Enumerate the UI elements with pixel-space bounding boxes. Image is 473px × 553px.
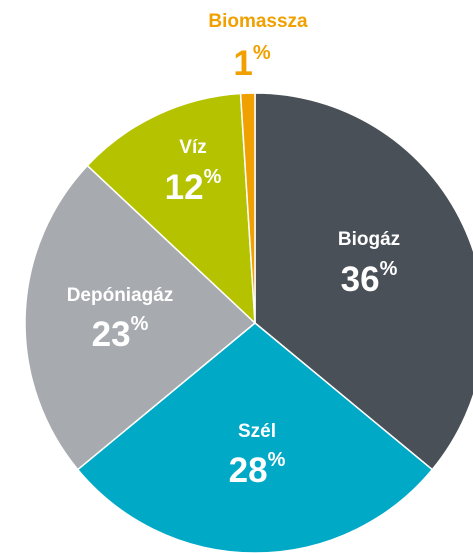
pie-slice — [86, 92, 256, 324]
slice-value: 1% — [233, 42, 270, 83]
slice-label: Biogáz — [338, 229, 400, 250]
slice-value: 36% — [341, 258, 398, 299]
slice-value: 12% — [165, 166, 222, 207]
slice-label: Biomassza — [208, 11, 308, 32]
pie-slice — [254, 92, 473, 471]
slice-label: Depóniagáz — [67, 285, 174, 306]
pie-slice — [24, 164, 256, 471]
slice-value: 28% — [229, 449, 286, 490]
slice-label: Szél — [238, 421, 276, 442]
pie-slice — [239, 92, 256, 324]
slice-value: 23% — [92, 313, 149, 354]
slice-label: Víz — [179, 137, 206, 158]
